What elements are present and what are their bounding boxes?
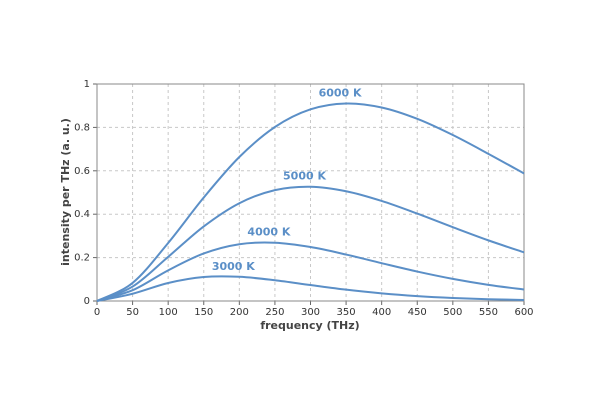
curve-label: 3000 K [212,260,255,273]
x-tick-label: 400 [372,307,391,318]
y-tick-label: 0.6 [74,166,90,177]
x-tick-label: 550 [479,307,498,318]
plot-frame [96,83,525,302]
x-tick-label: 600 [514,307,533,318]
x-tick-label: 300 [301,307,320,318]
curve-label: 6000 K [319,86,362,99]
y-axis-title: intensity per THz (a. u.) [59,118,72,266]
x-tick-label: 0 [94,307,100,318]
y-tick-label: 0.8 [74,122,90,133]
curve [96,185,525,302]
y-tick-label: 0 [84,296,90,307]
curve-label: 5000 K [283,170,326,183]
x-tick-label: 150 [194,307,213,318]
curve [96,102,525,302]
y-tick-label: 1 [84,79,90,90]
x-axis-title: frequency (THz) [260,319,359,332]
curve [96,241,525,302]
y-tick-label: 0.2 [74,253,90,264]
curve [96,275,525,302]
x-tick-label: 100 [159,307,178,318]
x-tick-label: 500 [443,307,462,318]
x-tick-label: 450 [408,307,427,318]
y-tick-label: 0.4 [74,209,90,220]
x-tick-label: 350 [337,307,356,318]
x-tick-label: 250 [265,307,284,318]
x-tick-label: 200 [230,307,249,318]
x-tick-label: 50 [126,307,139,318]
curve-label: 4000 K [247,226,290,239]
